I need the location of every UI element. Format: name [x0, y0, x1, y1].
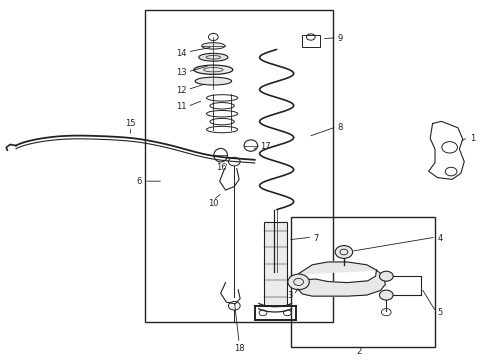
Bar [264, 222, 287, 306]
Circle shape [379, 290, 393, 300]
Circle shape [335, 246, 353, 258]
Text: 4: 4 [438, 234, 442, 243]
Text: 14: 14 [176, 49, 187, 58]
Text: 1: 1 [470, 134, 475, 143]
Text: 5: 5 [438, 309, 442, 318]
Text: 10: 10 [208, 199, 219, 208]
Text: 16: 16 [216, 163, 226, 172]
Text: 11: 11 [176, 102, 187, 111]
Text: 8: 8 [338, 123, 343, 132]
Bar [302, 35, 319, 46]
Ellipse shape [195, 77, 232, 85]
Ellipse shape [199, 53, 228, 61]
Text: 9: 9 [338, 34, 343, 43]
Ellipse shape [202, 43, 225, 49]
Ellipse shape [194, 65, 233, 75]
Circle shape [288, 274, 309, 290]
Text: 12: 12 [176, 86, 187, 95]
Text: 6: 6 [136, 177, 142, 186]
Bar [145, 10, 333, 322]
Text: 18: 18 [234, 344, 245, 353]
Text: 7: 7 [313, 234, 318, 243]
Text: 2: 2 [357, 347, 362, 356]
Text: 3: 3 [287, 291, 293, 300]
Bar [291, 217, 435, 347]
Text: 17: 17 [260, 142, 270, 151]
Circle shape [379, 271, 393, 281]
Polygon shape [298, 262, 385, 296]
Text: 15: 15 [125, 119, 136, 128]
Text: 13: 13 [176, 68, 187, 77]
